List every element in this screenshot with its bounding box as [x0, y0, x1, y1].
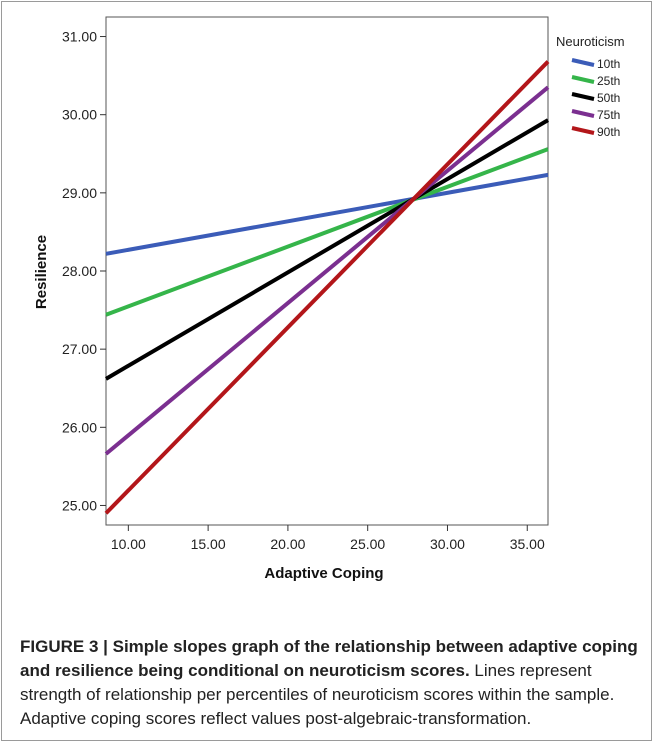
caption-title: FIGURE 3 | Simple slopes graph of the re… — [20, 637, 638, 680]
series-line-50th — [104, 118, 550, 381]
x-tick-label: 15.00 — [191, 536, 226, 552]
legend-swatch-75th — [571, 109, 595, 118]
legend-swatch-50th — [571, 92, 595, 101]
figure-caption: FIGURE 3 | Simple slopes graph of the re… — [20, 635, 640, 731]
y-tick-label: 27.00 — [62, 341, 97, 357]
legend-label-50th: 50th — [597, 91, 620, 105]
legend-swatch-10th — [571, 58, 595, 67]
y-tick-label: 30.00 — [62, 107, 97, 123]
legend-swatch-25th — [571, 75, 595, 84]
x-tick-label: 10.00 — [111, 536, 146, 552]
series-line-75th — [104, 85, 550, 456]
series-lines — [104, 60, 550, 515]
line-chart: 25.00 26.00 27.00 28.00 29.00 30.00 31.00 10.0… — [33, 16, 625, 582]
y-axis-label: Resilience — [33, 235, 50, 309]
y-axis: 25.00 26.00 27.00 28.00 29.00 30.00 31.00 — [62, 29, 106, 513]
x-tick-label: 35.00 — [510, 536, 545, 552]
x-axis-label: Adaptive Coping — [264, 565, 383, 582]
y-tick-label: 31.00 — [62, 29, 97, 45]
legend-label-90th: 90th — [597, 125, 620, 139]
legend-label-10th: 10th — [597, 57, 620, 71]
series-line-10th — [105, 172, 549, 256]
legend-label-25th: 25th — [597, 74, 620, 88]
legend-swatch-90th — [571, 126, 595, 135]
series-line-90th — [104, 60, 550, 515]
series-line-25th — [105, 147, 549, 317]
caption-text: Lines represent strength of relationship… — [20, 661, 615, 728]
legend: Neuroticism 10th 25th 50th 75th 90th — [556, 34, 625, 139]
x-tick-label: 25.00 — [350, 536, 385, 552]
legend-label-75th: 75th — [597, 108, 620, 122]
x-tick-label: 20.00 — [270, 536, 305, 552]
y-tick-label: 29.00 — [62, 185, 97, 201]
y-tick-label: 25.00 — [62, 497, 97, 513]
x-tick-label: 30.00 — [430, 536, 465, 552]
y-tick-label: 28.00 — [62, 263, 97, 279]
x-axis: 10.00 15.00 20.00 25.00 30.00 35.00 — [111, 525, 545, 552]
legend-title: Neuroticism — [556, 34, 625, 49]
y-tick-label: 26.00 — [62, 419, 97, 435]
